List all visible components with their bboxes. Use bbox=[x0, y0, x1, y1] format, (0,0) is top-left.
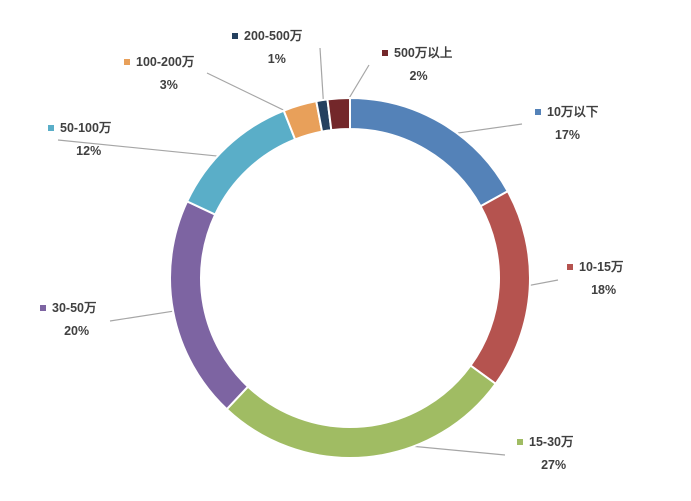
donut-slices bbox=[169, 96, 531, 459]
category-label-2: 10-15万 bbox=[579, 260, 623, 274]
legend-marker-6 bbox=[124, 59, 130, 65]
slice-2 bbox=[469, 189, 531, 386]
legend-marker-3 bbox=[517, 439, 523, 445]
category-label-7: 200-500万 bbox=[244, 29, 302, 43]
slice-1 bbox=[349, 96, 510, 208]
legend-marker-7 bbox=[232, 33, 238, 39]
category-label-1: 10万以下 bbox=[547, 105, 599, 119]
percent-label-2: 18% bbox=[591, 283, 616, 297]
slice-3 bbox=[225, 364, 498, 459]
percent-label-8: 2% bbox=[410, 69, 428, 83]
percent-label-6: 3% bbox=[160, 78, 178, 92]
legend-marker-5 bbox=[48, 125, 54, 131]
slice-5 bbox=[185, 109, 297, 216]
slice-labels: 10万以下 17% 10-15万 18% 15-30万 27% 30-50万 20% 50-10… bbox=[40, 29, 623, 472]
percent-label-1: 17% bbox=[555, 128, 580, 142]
legend-marker-2 bbox=[567, 264, 573, 270]
slice-8 bbox=[326, 96, 351, 132]
legend-marker-4 bbox=[40, 305, 46, 311]
legend-marker-8 bbox=[382, 50, 388, 56]
category-label-3: 15-30万 bbox=[529, 435, 573, 449]
percent-label-4: 20% bbox=[64, 324, 89, 338]
percent-label-5: 12% bbox=[76, 144, 101, 158]
leader-line-5 bbox=[57, 139, 238, 159]
category-label-5: 50-100万 bbox=[60, 121, 111, 135]
category-label-6: 100-200万 bbox=[136, 55, 194, 69]
slice-4 bbox=[169, 200, 250, 411]
percent-label-3: 27% bbox=[541, 458, 566, 472]
category-label-4: 30-50万 bbox=[52, 301, 96, 315]
category-label-8: 500万以上 bbox=[394, 45, 453, 60]
legend-marker-1 bbox=[535, 109, 541, 115]
percent-label-7: 1% bbox=[268, 52, 286, 66]
